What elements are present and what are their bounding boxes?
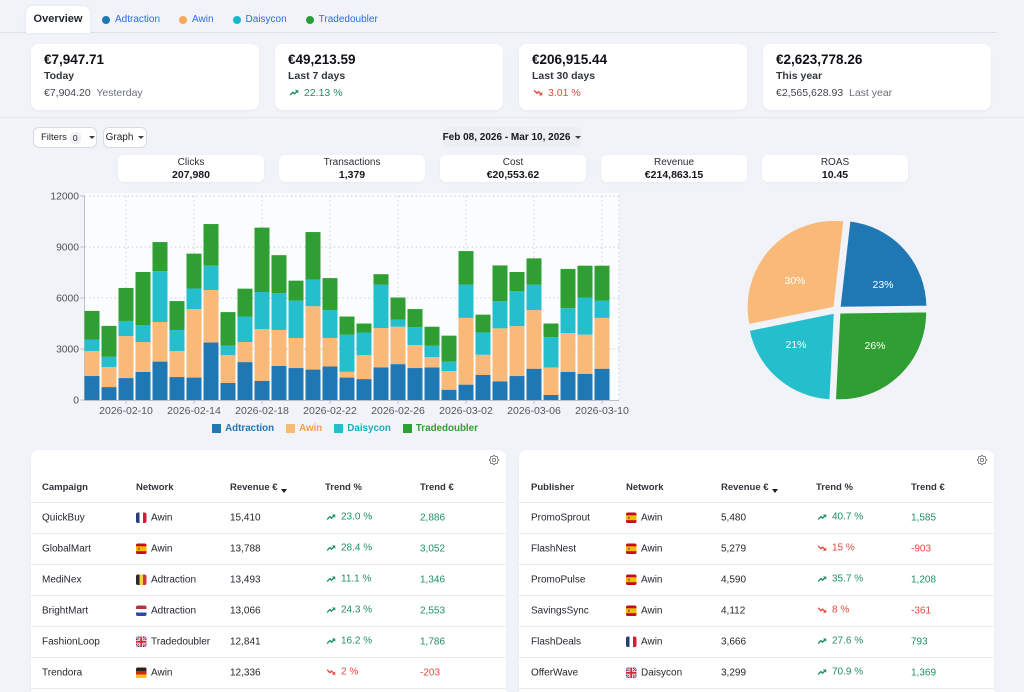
svg-text:2026-02-14: 2026-02-14: [167, 405, 221, 417]
svg-text:30%: 30%: [784, 275, 805, 287]
svg-text:0: 0: [73, 396, 79, 407]
svg-text:2026-02-10: 2026-02-10: [99, 405, 153, 417]
svg-text:2026-02-18: 2026-02-18: [235, 405, 289, 417]
svg-text:3000: 3000: [56, 345, 79, 356]
svg-text:6000: 6000: [56, 294, 79, 305]
svg-text:2026-03-02: 2026-03-02: [439, 405, 493, 417]
svg-text:2026-03-06: 2026-03-06: [507, 405, 561, 417]
svg-text:26%: 26%: [864, 340, 885, 352]
svg-text:2026-03-10: 2026-03-10: [575, 405, 629, 417]
svg-text:2026-02-26: 2026-02-26: [371, 405, 425, 417]
svg-text:21%: 21%: [785, 339, 806, 351]
svg-text:2026-02-22: 2026-02-22: [303, 405, 357, 417]
svg-text:23%: 23%: [872, 279, 893, 291]
svg-text:9000: 9000: [56, 243, 79, 254]
svg-text:12000: 12000: [50, 192, 79, 203]
